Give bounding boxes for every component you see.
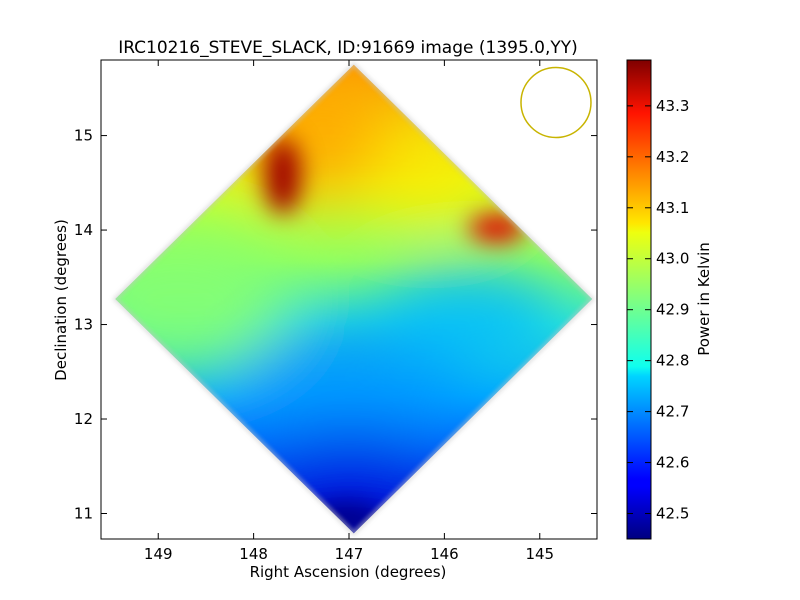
colorbar-label: Power in Kelvin [695,242,713,356]
east-cyan-region [380,270,560,370]
hot-spot-north [265,138,301,214]
colorbar-ticks: 42.5 42.6 42.7 42.8 42.9 43.0 43.1 43.2 43.3 [627,97,689,523]
x-tick-label: 146 [430,545,459,563]
colorbar-tick-label: 42.7 [656,403,689,421]
colorbar-tick-label: 43.2 [656,148,689,166]
x-tick-label: 148 [239,545,268,563]
hot-spot-east [469,214,525,242]
footprint-edge [112,61,596,537]
chart-title: IRC10216_STEVE_SLACK, ID:91669 image (13… [118,38,578,58]
colorbar-tick-label: 42.9 [656,301,689,319]
colorbar-tick-label: 43.3 [656,97,689,115]
y-tick-label: 13 [74,316,93,334]
y-tick-label: 14 [74,221,93,239]
colorbar-tick-label: 43.1 [656,199,689,217]
y-tick-label: 12 [74,410,93,428]
y-tick-label: 15 [74,127,93,145]
colorbar [626,59,652,540]
y-axis: 11 12 13 14 15 [74,127,597,522]
colorbar-tick-label: 42.8 [656,352,689,370]
colorbar-tick-label: 42.6 [656,454,689,472]
north-east-yellow-region [360,120,500,220]
x-axis: 149 148 147 146 145 [144,60,554,563]
colorbar-tick-label: 43.0 [656,250,689,268]
beam-circle [520,66,592,139]
x-axis-label: Right Ascension (degrees) [250,563,447,581]
x-tick-label: 147 [335,545,364,563]
y-axis-label: Declination (degrees) [52,219,70,381]
west-green-region [115,230,290,370]
colorbar-tick-label: 42.5 [656,505,689,523]
x-tick-label: 149 [144,545,173,563]
cold-spot-south [305,502,385,534]
heatmap-image [112,61,596,537]
x-tick-label: 145 [525,545,554,563]
south-deep-blue-region [240,440,460,534]
y-tick-label: 11 [74,504,93,522]
central-blue-region [230,320,470,480]
